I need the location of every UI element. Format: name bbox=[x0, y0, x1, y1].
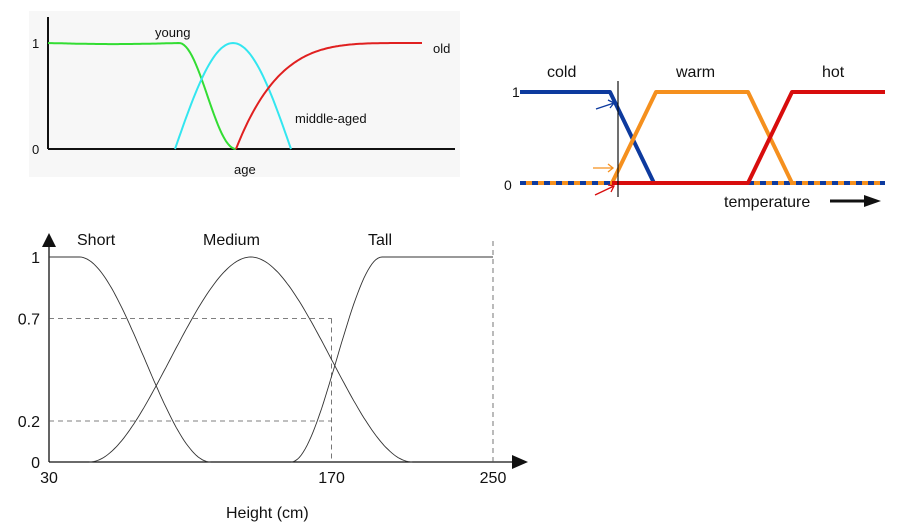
height-membership-chart: 0 0.2 0.7 1 30 170 250 Short Medium Tall Heig… bbox=[0, 225, 540, 531]
temp-legend-hot: hot bbox=[822, 64, 845, 81]
age-legend-middle-aged: middle-aged bbox=[295, 111, 367, 126]
temp-x-label: temperature bbox=[724, 194, 810, 211]
age-series-young bbox=[47, 41, 237, 150]
height-legend-medium: Medium bbox=[203, 232, 260, 249]
height-x-tick-0: 30 bbox=[40, 470, 58, 487]
height-reference-lines bbox=[49, 241, 494, 462]
temp-legend-warm: warm bbox=[675, 64, 715, 81]
height-series-medium bbox=[89, 256, 413, 463]
height-y-tick-2: 0.7 bbox=[18, 312, 40, 329]
temp-series-warm bbox=[610, 90, 794, 184]
height-legend-tall: Tall bbox=[368, 232, 392, 249]
height-y-tick-3: 1 bbox=[31, 250, 40, 267]
temp-arrow-cold bbox=[595, 99, 616, 110]
temp-series-hot bbox=[612, 90, 885, 185]
temp-legend-cold: cold bbox=[547, 64, 576, 81]
age-y-tick-0: 0 bbox=[32, 142, 39, 157]
age-chart-svg: 1 0 young middle-aged old age bbox=[32, 17, 455, 177]
height-y-ticks: 0 0.2 0.7 1 bbox=[18, 250, 40, 472]
height-x-tick-2: 250 bbox=[480, 470, 507, 487]
height-legend-short: Short bbox=[77, 232, 116, 249]
height-chart-svg: 0 0.2 0.7 1 30 170 250 Short Medium Tall Heig… bbox=[18, 232, 528, 522]
temp-y-tick-0: 0 bbox=[504, 177, 512, 193]
temp-arrow-warm bbox=[593, 163, 615, 173]
age-legend-old: old bbox=[433, 41, 450, 56]
height-series-tall bbox=[291, 256, 493, 463]
height-x-label: Height (cm) bbox=[226, 505, 309, 522]
height-y-tick-1: 0.2 bbox=[18, 414, 40, 431]
age-y-tick-1: 1 bbox=[32, 36, 39, 51]
height-x-ticks: 30 170 250 bbox=[40, 470, 506, 487]
age-series-middle-aged bbox=[174, 41, 292, 150]
height-y-tick-0: 0 bbox=[31, 455, 40, 472]
height-x-axis-arrow bbox=[512, 455, 528, 469]
temperature-chart-svg: 1 0 cold warm hot temperature bbox=[504, 64, 885, 211]
height-y-axis-arrow bbox=[42, 233, 56, 247]
temp-x-arrow bbox=[830, 195, 881, 207]
age-legend-young: young bbox=[155, 25, 190, 40]
temperature-membership-chart: 1 0 cold warm hot temperature bbox=[500, 55, 900, 220]
temp-y-tick-1: 1 bbox=[512, 84, 520, 100]
temp-arrow-hot bbox=[594, 184, 615, 196]
height-x-tick-1: 170 bbox=[318, 470, 345, 487]
height-series-short bbox=[49, 256, 211, 463]
age-series-old bbox=[235, 42, 422, 150]
age-x-label: age bbox=[234, 162, 256, 177]
age-membership-chart: 1 0 young middle-aged old age bbox=[29, 11, 460, 177]
